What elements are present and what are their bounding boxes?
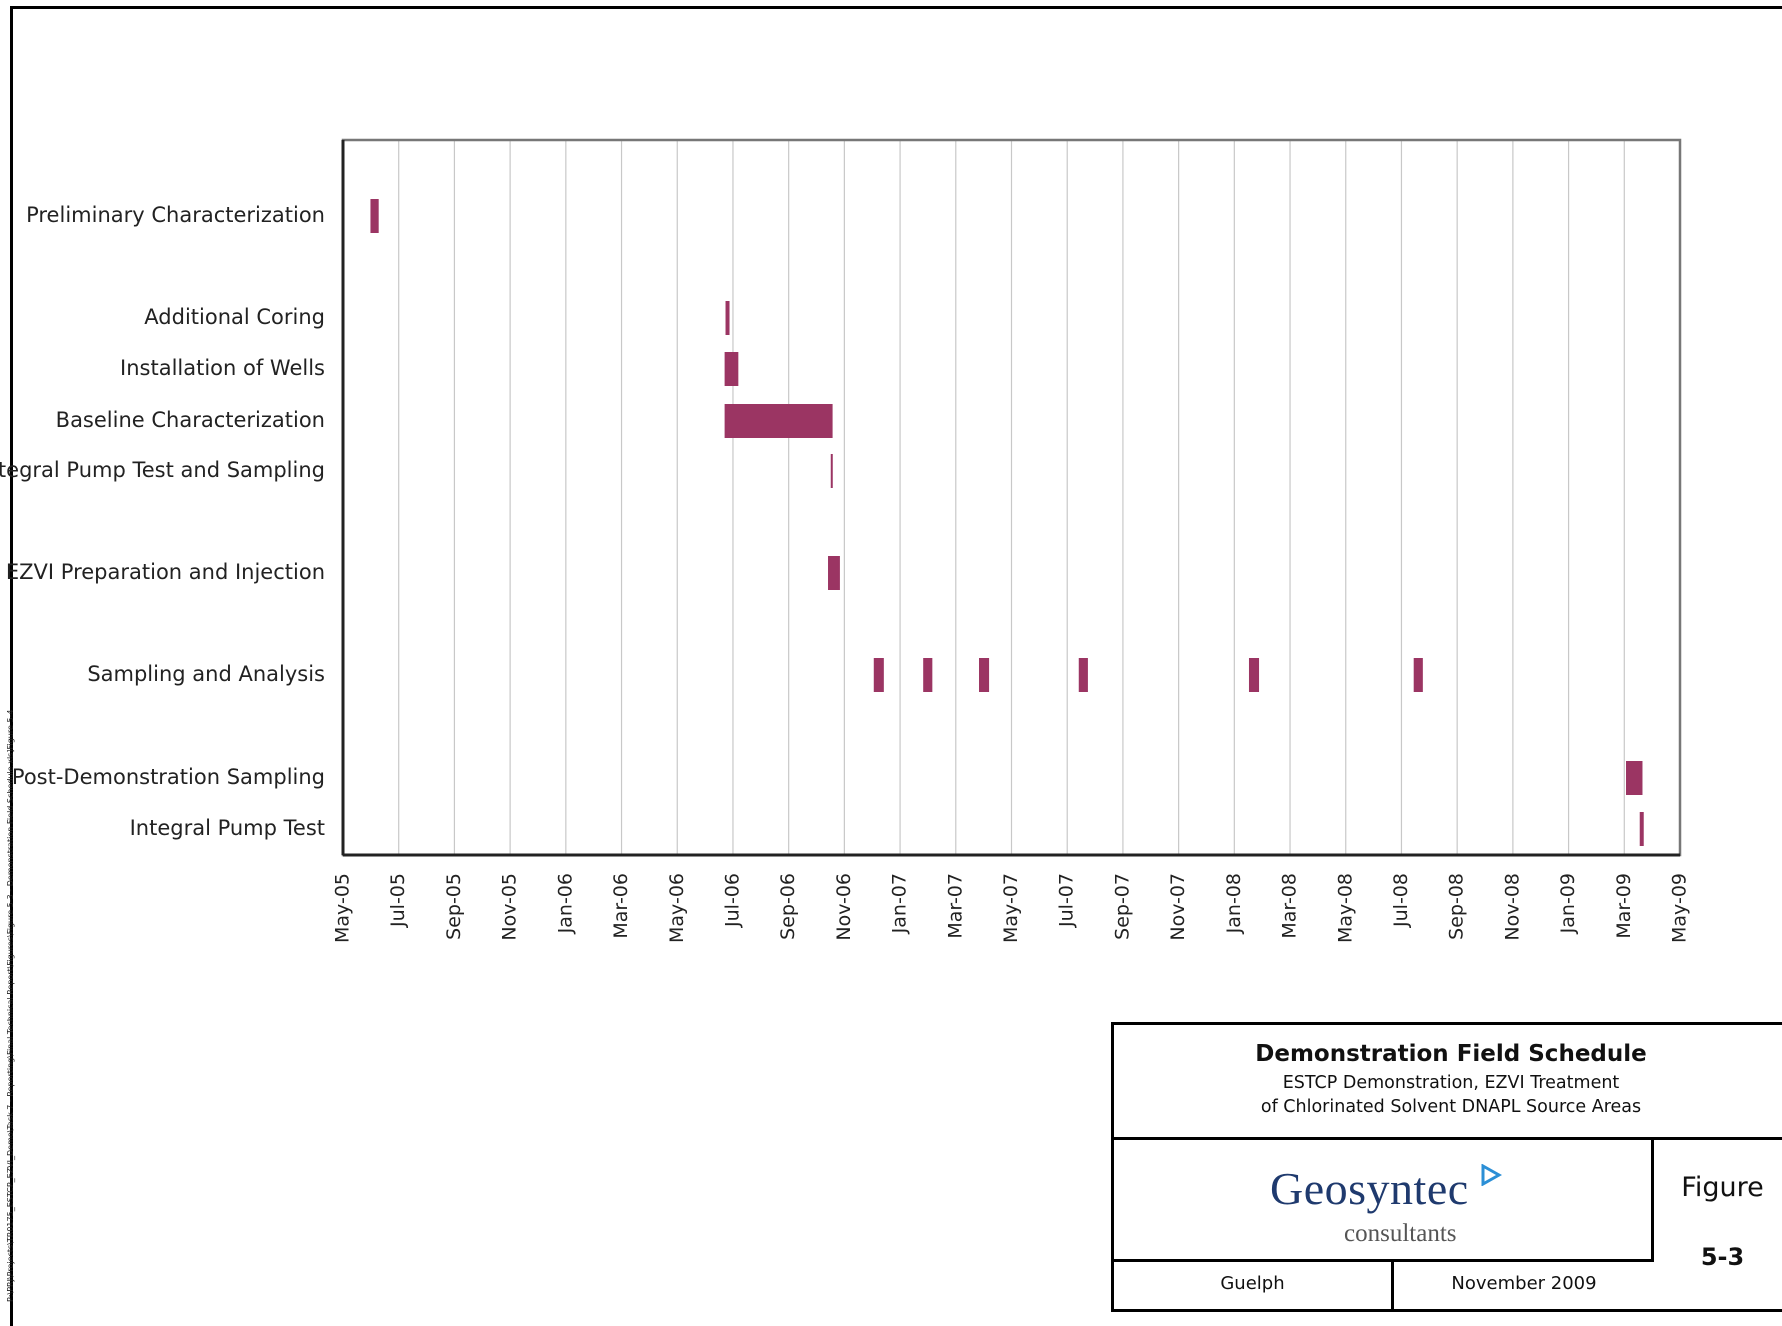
figure-subtitle-line-1: ESTCP Demonstration, EZVI Treatment [1282, 1073, 1620, 1093]
gantt-bar [1626, 761, 1643, 795]
logo-triangle-icon [1481, 1164, 1502, 1186]
gantt-bar [725, 301, 730, 335]
task-label: Baseline Characterization [56, 408, 325, 432]
x-tick-label: Jan-06 [554, 873, 576, 934]
gantt-bar [1639, 812, 1644, 846]
x-tick-label: Jan-07 [889, 873, 911, 934]
task-label: Additional Coring [144, 305, 325, 329]
x-tick-label: Nov-05 [499, 873, 521, 941]
location-cell: Guelph [1114, 1262, 1394, 1312]
gantt-bar [873, 658, 884, 692]
gantt-bar [1248, 658, 1260, 692]
gantt-bar [830, 454, 833, 488]
gantt-chart: May-05 Jul-05 Sep-05 Nov-05 Jan-06 Mar-06 May-… [0, 138, 1691, 943]
title-area: Demonstration Field Schedule ESTCP Demon… [1114, 1025, 1782, 1140]
x-tick-label: Jul-08 [1390, 873, 1412, 928]
file-path-text: P:\PRJ\Projects\TR0175_ESTCP_EZVI_Demo\T… [6, 709, 15, 1302]
title-block: Demonstration Field Schedule ESTCP Demon… [1111, 1022, 1782, 1312]
page-frame [10, 6, 1782, 1326]
x-tick-label: Nov-07 [1167, 873, 1189, 941]
gantt-bar [1413, 658, 1423, 692]
date-cell: November 2009 [1451, 1273, 1597, 1294]
x-tick-label: Sep-06 [777, 873, 799, 940]
figure-title: Demonstration Field Schedule [1255, 1041, 1647, 1067]
x-tick-label: Mar-06 [610, 873, 632, 939]
task-label: Preliminary Characterization [26, 203, 325, 227]
x-tick-label: Nov-08 [1501, 873, 1523, 941]
gantt-bar [979, 658, 990, 692]
x-tick-label: Jul-06 [721, 873, 743, 928]
task-label: Sampling and Analysis [87, 662, 325, 686]
gantt-bar [370, 199, 379, 233]
x-tick-label: Mar-08 [1279, 873, 1301, 939]
gantt-bar [923, 658, 933, 692]
logo-subtext: consultants [1344, 1220, 1457, 1247]
figure-number-area: Figure 5-3 [1654, 1140, 1782, 1315]
gantt-bar [724, 404, 833, 438]
x-tick-label: Sep-07 [1111, 873, 1133, 940]
task-label: Integral Pump Test [130, 816, 325, 840]
x-tick-label: Jan-08 [1223, 873, 1245, 934]
x-tick-label: Jul-05 [387, 873, 409, 928]
x-tick-label: May-05 [332, 873, 354, 943]
x-tick-label: Jan-09 [1557, 873, 1579, 934]
x-tick-label: May-07 [1000, 873, 1022, 943]
x-tick-label: Nov-06 [833, 873, 855, 941]
gantt-bar [724, 352, 739, 386]
gantt-bar [1078, 658, 1088, 692]
task-label: Installation of Wells [120, 356, 325, 380]
figure-subtitle-line-2: of Chlorinated Solvent DNAPL Source Area… [1260, 1097, 1642, 1117]
x-tick-label: Sep-08 [1446, 873, 1468, 940]
figure-label: Figure [1681, 1172, 1764, 1203]
figure-number: 5-3 [1700, 1243, 1745, 1271]
task-label: Post-Demonstration Sampling [12, 765, 325, 789]
x-tick-label: May-06 [666, 873, 688, 943]
x-tick-label: Mar-09 [1613, 873, 1635, 939]
x-tick-label: Sep-05 [443, 873, 465, 940]
x-tick-label: Jul-07 [1056, 873, 1078, 928]
gantt-bar [828, 556, 840, 590]
logo-wordmark: Geosyntec [1270, 1163, 1469, 1214]
x-tick-label: May-09 [1669, 873, 1691, 943]
task-label: EZVI Preparation and Injection [6, 560, 325, 584]
task-label: Integral Pump Test and Sampling [0, 458, 325, 482]
x-tick-label: May-08 [1334, 873, 1356, 943]
x-tick-label: Mar-07 [944, 873, 966, 939]
company-logo: Geosyntec consultants [1114, 1140, 1654, 1262]
